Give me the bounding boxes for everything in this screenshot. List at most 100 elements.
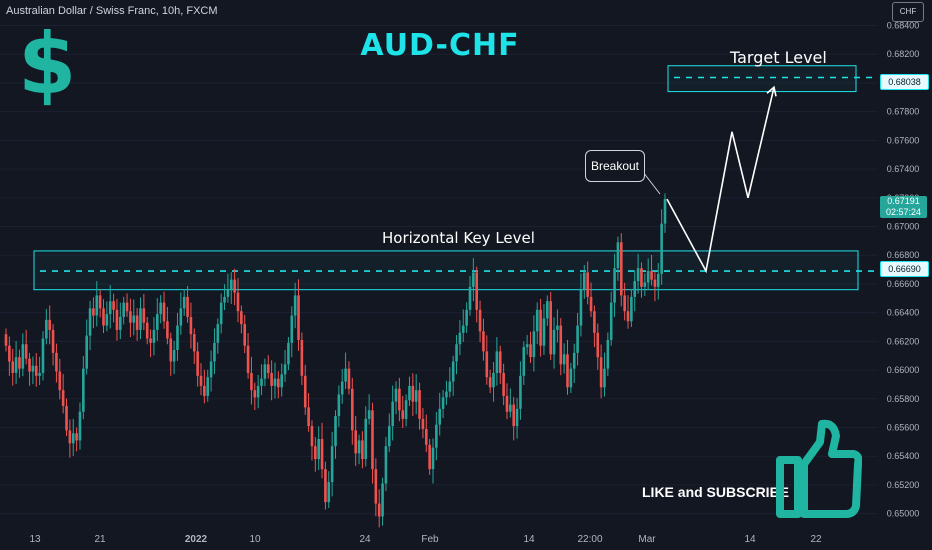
candle-body (145, 322, 149, 339)
candle-body (273, 378, 277, 386)
candle-body (203, 385, 206, 396)
chart-title: AUD-CHF (360, 28, 520, 63)
candle-body (408, 385, 411, 401)
candle-body (404, 400, 408, 419)
candle-body (135, 315, 139, 330)
candle-body (226, 289, 230, 297)
x-tick-label: 22 (810, 534, 822, 545)
candle-body (556, 325, 559, 330)
candle-body (159, 302, 162, 315)
candle-body (189, 316, 193, 335)
candle-body (246, 345, 250, 373)
candle-body (552, 329, 556, 355)
candle-body (263, 364, 267, 379)
y-tick-label: 0.66400 (887, 308, 920, 318)
key-price-tag: 0.66690 (880, 261, 929, 277)
candle-body (253, 390, 257, 398)
candle-body (377, 503, 381, 517)
x-tick-label: 14 (523, 534, 535, 545)
candle-body (347, 368, 351, 389)
candle-body (535, 309, 539, 332)
candle-body (613, 268, 616, 303)
candle-body (307, 407, 310, 427)
candle-body (192, 334, 196, 352)
candle-body (374, 469, 378, 504)
candle-body (51, 329, 55, 353)
target-level-label: Target Level (730, 48, 827, 67)
candle-body (297, 295, 300, 340)
zones (33, 65, 878, 291)
candle-body (41, 338, 45, 373)
candle-body (492, 372, 495, 388)
candle-body (216, 324, 220, 343)
candle-body (364, 418, 368, 460)
candle-body (361, 440, 364, 460)
candle-body (98, 295, 102, 309)
candle-body (663, 199, 667, 224)
y-tick-label: 0.66800 (887, 250, 920, 260)
candle-body (108, 301, 112, 315)
candle-body (562, 354, 566, 365)
candle-body (623, 295, 626, 312)
candle-body (314, 446, 317, 460)
y-tick-label: 0.66200 (887, 336, 920, 346)
candle-body (569, 368, 573, 388)
candle-body (129, 311, 132, 323)
candle-body (566, 354, 569, 388)
candle-body (142, 308, 146, 323)
candle-body (243, 324, 247, 346)
candle-body (398, 388, 401, 411)
candle-body (455, 344, 458, 362)
candle-body (219, 302, 223, 325)
candle-body (290, 315, 294, 343)
candle-body (636, 268, 640, 282)
candle-body (233, 279, 236, 293)
candle-body (502, 372, 505, 396)
candle-body (650, 271, 653, 280)
y-tick-label: 0.66000 (887, 365, 920, 375)
candle-body (199, 375, 203, 386)
candle-body (287, 342, 290, 365)
candle-body (82, 368, 85, 412)
candle-body (206, 377, 210, 396)
candle-body (92, 308, 95, 316)
projected-path (666, 87, 775, 274)
candle-body (88, 308, 92, 336)
y-tick-label: 0.65800 (887, 394, 920, 404)
candle-body (78, 411, 82, 441)
dollar-icon: $ (18, 15, 77, 113)
candle-body (660, 223, 663, 274)
candle-body (351, 388, 354, 431)
candle-body (357, 440, 361, 454)
candle-body (166, 321, 169, 339)
candle-body (293, 295, 297, 316)
candle-body (586, 272, 589, 297)
candle-body (572, 352, 576, 369)
candle-body (95, 295, 99, 316)
candle-body (209, 361, 213, 378)
candle-body (411, 385, 415, 402)
candle-body (125, 302, 129, 312)
candle-body (18, 357, 21, 369)
candle-body (559, 325, 563, 365)
candle-body (522, 347, 526, 376)
candle-body (310, 426, 314, 447)
candle-body (401, 410, 405, 419)
candle-body (266, 364, 270, 373)
candle-body (539, 309, 542, 346)
breakout-connector (642, 171, 661, 195)
target-price-tag: 0.68038 (880, 74, 929, 90)
key-level-zone (33, 250, 859, 291)
y-tick-label: 0.68400 (887, 21, 920, 31)
candle-body (633, 281, 637, 297)
candle-body (451, 361, 455, 382)
candle-body (495, 351, 499, 373)
candle-body (384, 446, 388, 484)
key-level-label: Horizontal Key Level (382, 229, 535, 247)
candle-body (435, 424, 438, 448)
candle-body (519, 375, 522, 409)
candle-body (512, 404, 515, 427)
y-tick-label: 0.68200 (887, 49, 920, 59)
x-tick-label: Mar (638, 534, 656, 545)
